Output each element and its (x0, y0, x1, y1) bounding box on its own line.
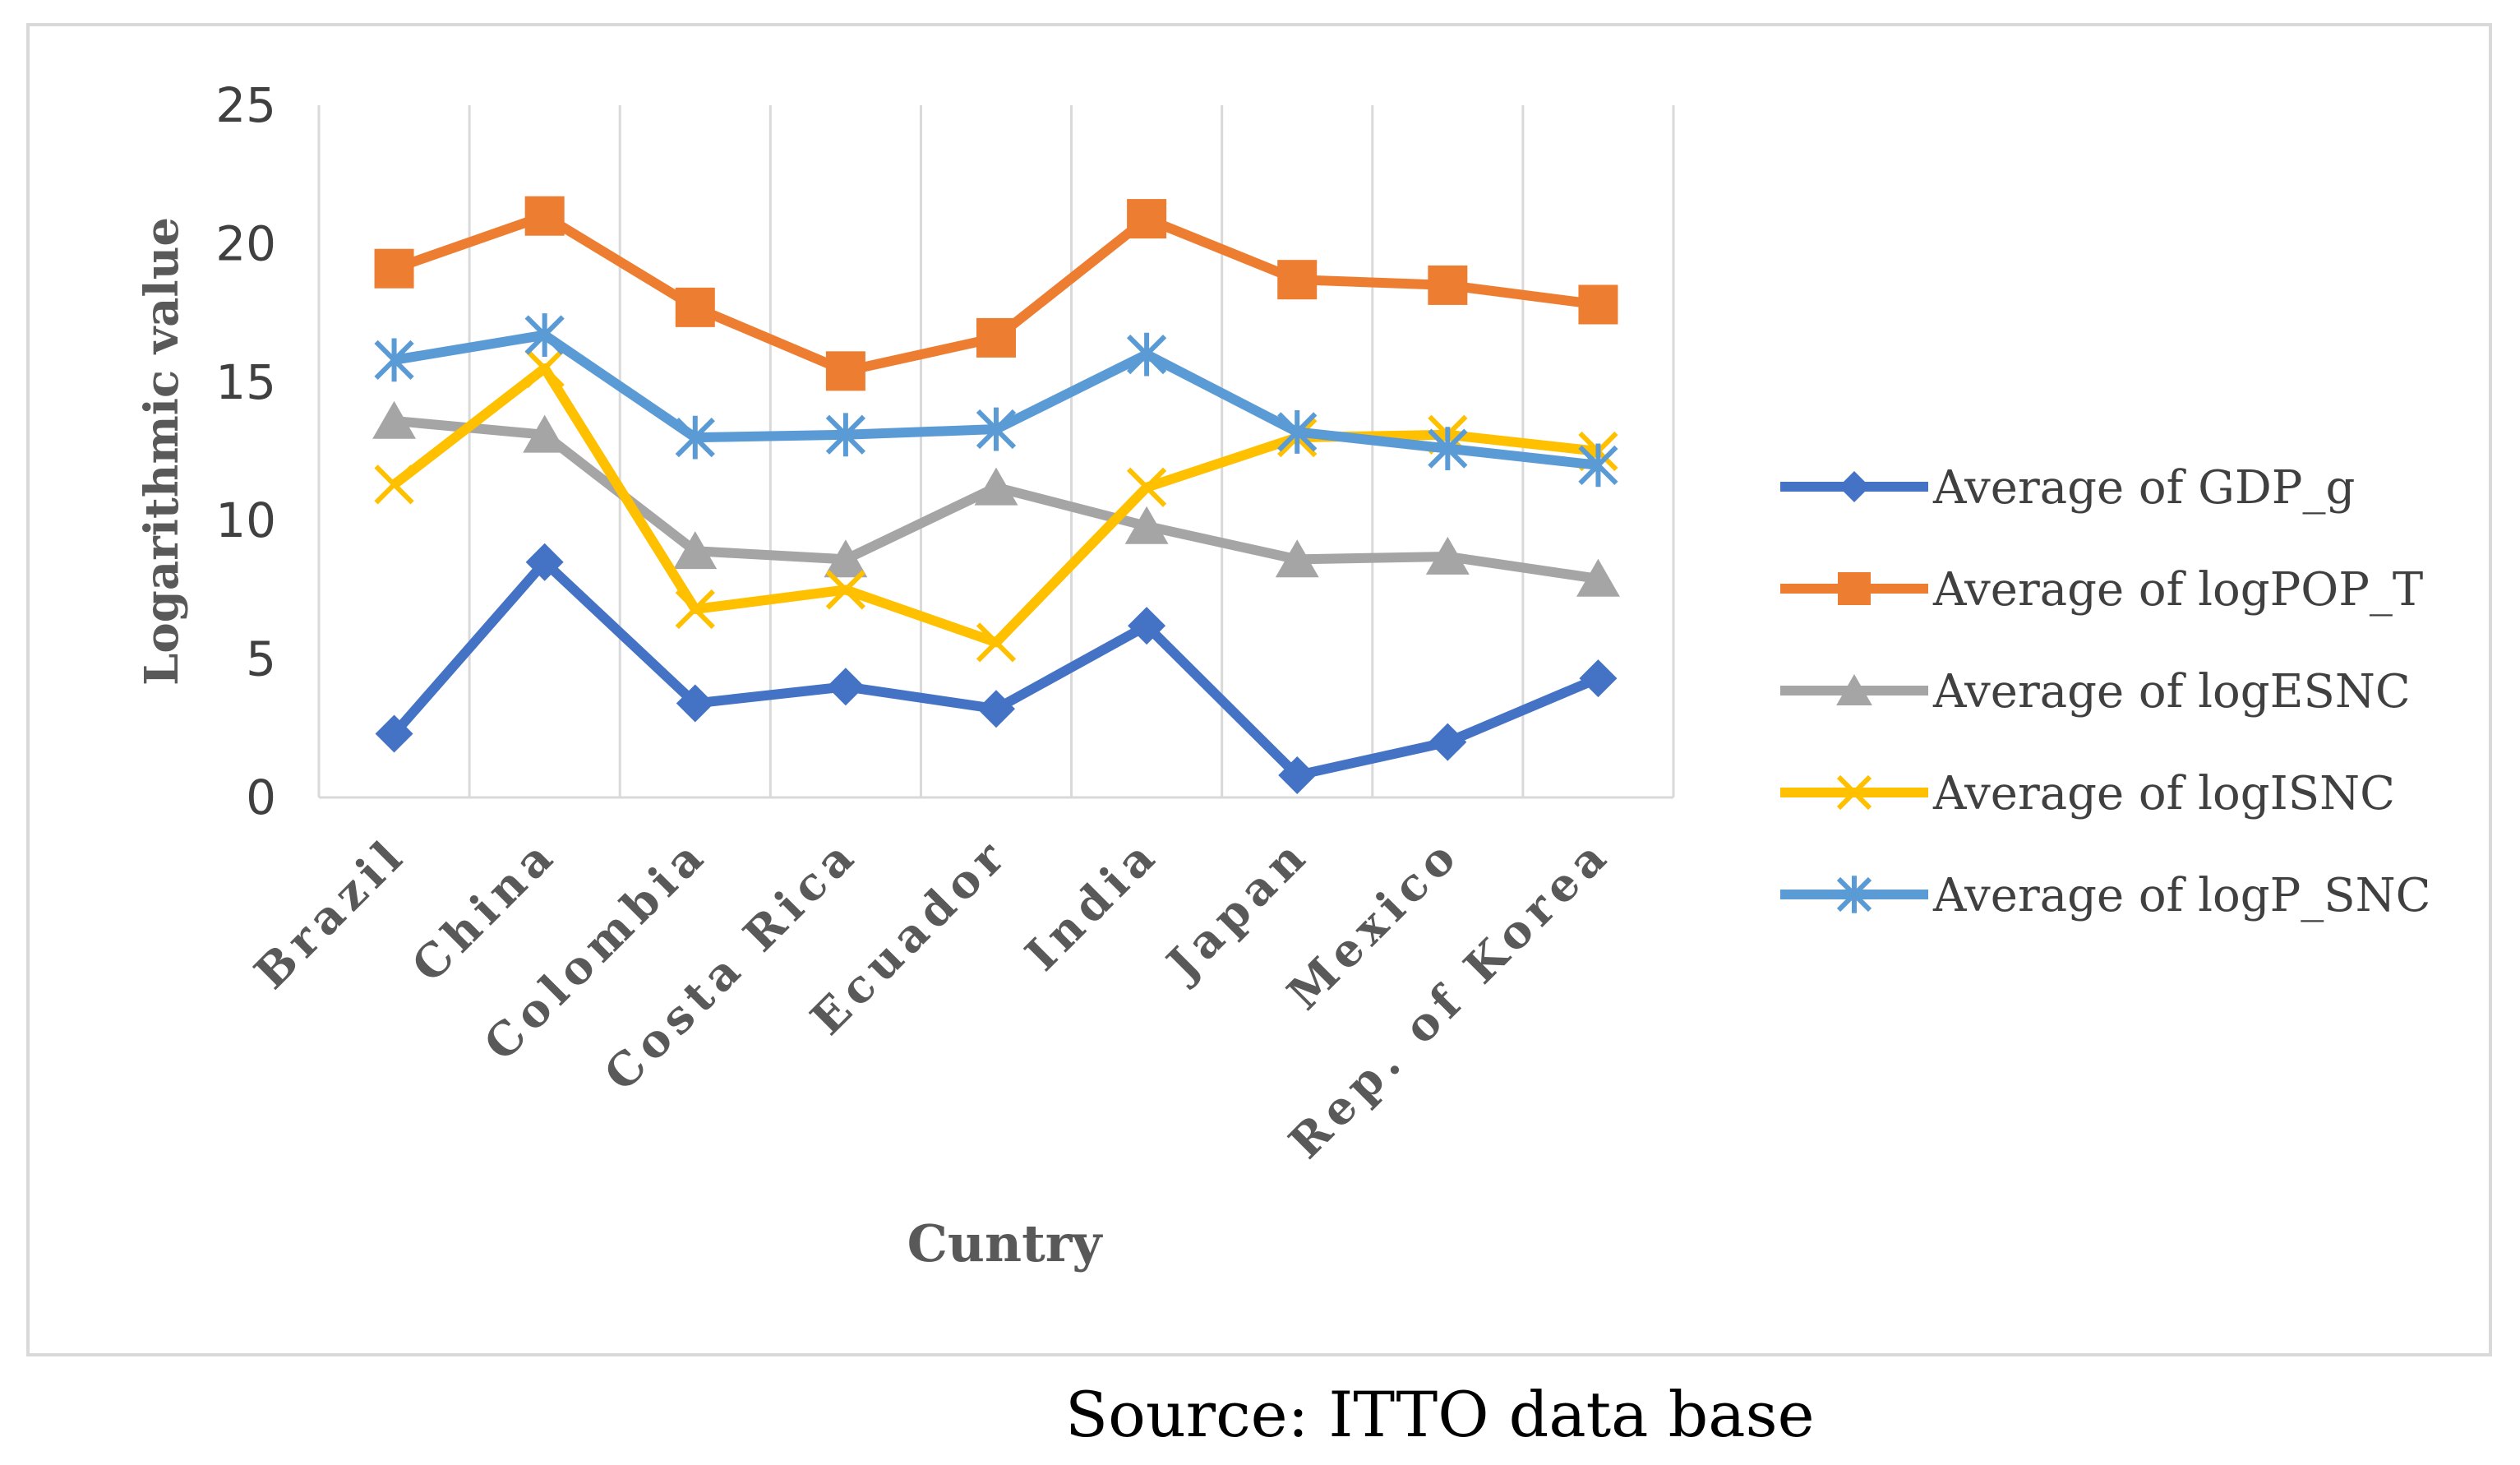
series-group (374, 313, 1618, 488)
y-tick-label: 25 (215, 77, 276, 133)
data-point (1428, 427, 1468, 471)
legend-marker (1838, 572, 1871, 605)
legend-label: Average of logISNC (1932, 767, 2395, 820)
data-point (1578, 284, 1618, 325)
source-caption: Source: ITTO data base (1065, 1378, 1815, 1451)
legend-label: Average of logP_SNC (1932, 869, 2431, 922)
data-point (1126, 332, 1167, 377)
data-point (825, 413, 866, 457)
y-tick-label: 5 (246, 631, 276, 687)
series-group (374, 196, 1618, 391)
data-point (523, 414, 567, 453)
data-point (976, 622, 1017, 663)
legend-item: Average of GDP_g (1780, 461, 2355, 515)
y-axis-title: Logarithmic value (135, 217, 189, 686)
data-point (826, 668, 865, 706)
data-point (675, 589, 715, 630)
x-tick-label: Brazil (244, 826, 417, 999)
data-point (374, 464, 414, 505)
legend-item: Average of logP_SNC (1780, 869, 2431, 922)
data-point (1277, 410, 1318, 454)
legend-item: Average of logISNC (1780, 767, 2395, 820)
data-point (676, 684, 714, 723)
y-tick-label: 0 (246, 769, 276, 825)
data-point (1576, 558, 1620, 597)
legend-marker (1836, 774, 1872, 811)
legend-marker (1836, 674, 1872, 706)
y-tick-label: 10 (215, 492, 276, 548)
legend-marker (1839, 471, 1870, 502)
data-point (977, 690, 1015, 728)
data-point (372, 400, 417, 439)
legend-label: Average of logESNC (1932, 665, 2411, 719)
data-point (1428, 723, 1467, 761)
data-point (974, 467, 1018, 506)
y-tick-label: 15 (215, 354, 276, 410)
data-point (524, 348, 565, 389)
data-point (524, 196, 565, 236)
legend-label: Average of logPOP_T (1932, 563, 2423, 617)
chart-frame: 0 5 10 15 20 25 Brazil China Colombia Costa Rica… (26, 23, 2492, 1356)
data-point (1127, 199, 1167, 239)
data-point (375, 714, 413, 753)
data-point (1275, 539, 1319, 578)
series-group (375, 543, 1618, 795)
data-point (1278, 756, 1317, 795)
x-tick-label: Costa Rica (593, 826, 868, 1101)
data-point (1579, 659, 1618, 698)
data-point (1277, 260, 1318, 300)
series-group (374, 348, 1618, 663)
data-point (976, 407, 1017, 451)
series-lines (372, 196, 1620, 795)
data-point (374, 338, 414, 382)
data-point (1124, 506, 1169, 544)
data-point (976, 317, 1016, 358)
data-point (1578, 443, 1618, 488)
x-axis-title: Cuntry (907, 1213, 1104, 1273)
data-point (374, 248, 414, 289)
y-tick-label: 20 (215, 215, 276, 271)
data-point (824, 539, 868, 578)
y-axis-ticks: 0 5 10 15 20 25 (215, 77, 276, 825)
legend: Average of GDP_g Average of logPOP_T Avera… (1780, 461, 2431, 922)
data-point (675, 415, 715, 460)
data-point (1128, 607, 1166, 645)
series-group (372, 400, 1620, 597)
data-point (1428, 265, 1468, 305)
data-point (1126, 467, 1167, 507)
data-point (1425, 536, 1470, 575)
series-line (390, 557, 1600, 781)
data-point (525, 543, 564, 581)
data-point (673, 531, 718, 570)
data-point (675, 287, 715, 327)
legend-marker (1836, 876, 1872, 913)
data-point (524, 313, 565, 357)
legend-label: Average of GDP_g (1932, 461, 2355, 515)
legend-item: Average of logPOP_T (1780, 563, 2423, 617)
x-tick-label: India (1014, 826, 1169, 981)
data-point (825, 351, 865, 391)
legend-item: Average of logESNC (1780, 665, 2411, 719)
data-point (825, 570, 866, 610)
vertical-gridlines (317, 105, 1675, 797)
